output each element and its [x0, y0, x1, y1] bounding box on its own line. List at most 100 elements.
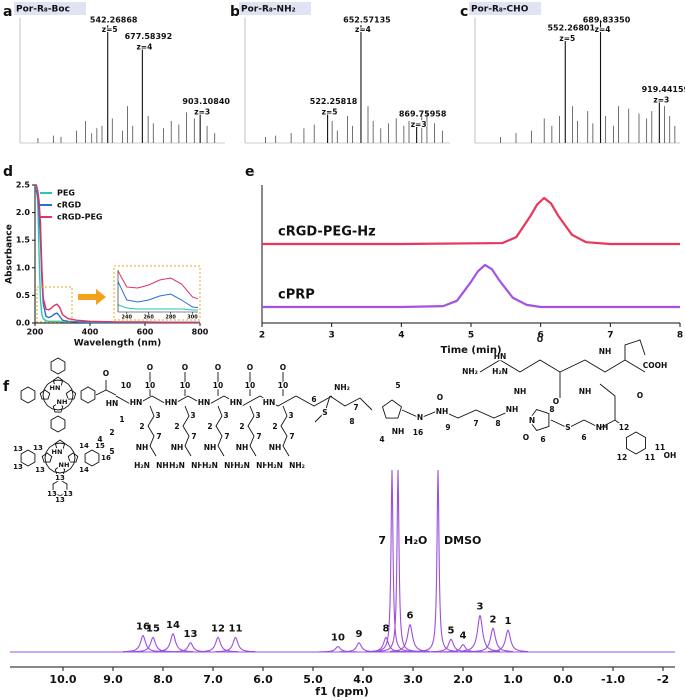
x-tick-label: 200: [27, 328, 44, 337]
panel-letter: f: [3, 379, 10, 395]
charge-label: z=5: [102, 25, 118, 34]
atom-label: H₂N: [492, 367, 508, 376]
charge-label: z=3: [653, 95, 669, 104]
bond: [50, 415, 66, 433]
atom-label: 16: [101, 454, 111, 462]
bond: [67, 452, 79, 463]
atom-label: 16: [413, 428, 423, 437]
x-tick-label: 1.0: [503, 673, 523, 686]
peak-label: 10: [331, 633, 345, 644]
x-tick-label: -1.0: [601, 673, 625, 686]
peak-label: 5: [448, 625, 455, 636]
atom-label: 6: [581, 433, 586, 442]
atom-label: NH: [436, 407, 449, 416]
legend-label: cRGD: [57, 201, 81, 210]
charge-label: z=5: [322, 108, 338, 117]
atom-label: 13: [13, 463, 23, 471]
peak-label: 3: [477, 602, 484, 613]
atom-label: NH: [579, 387, 592, 396]
atom-label: O: [147, 363, 153, 372]
atom-label: 10: [278, 381, 288, 390]
atom-label: 8: [549, 405, 554, 414]
peak-label: 652.57135: [343, 16, 391, 25]
y-tick-label: 1.0: [16, 263, 31, 272]
atom-label: NH: [204, 443, 217, 452]
bond: [20, 386, 36, 404]
nmr-peak: [198, 636, 238, 653]
chromatogram-trace: [262, 196, 680, 246]
charge-label: z=4: [595, 25, 611, 34]
nmr-peak: [378, 469, 418, 652]
atom-label: NH₂: [289, 461, 305, 470]
x-tick-label: 4.0: [353, 673, 373, 686]
panel-letter: d: [3, 164, 13, 180]
inset-x-tick-label: 280: [165, 315, 176, 321]
atom-label: 7: [224, 432, 229, 441]
x-tick-label: 0.0: [553, 673, 573, 686]
atom-label: 7: [256, 432, 261, 441]
atom-label: 3: [223, 411, 228, 420]
peak-label: 522.25818: [310, 97, 358, 106]
nmr-peak: [133, 636, 173, 653]
x-tick-label: 8.0: [153, 673, 173, 686]
title-highlight: [14, 2, 86, 15]
peak-label: 6: [407, 611, 414, 622]
atom-label: 7: [353, 403, 358, 412]
plot-area: [35, 184, 200, 324]
peak-label: 2: [490, 614, 497, 625]
atom-label: 6: [540, 435, 545, 444]
bond: [95, 389, 117, 396]
atom-label: 9: [445, 423, 450, 432]
atom-label: 13: [13, 445, 23, 453]
title-highlight: [239, 2, 311, 15]
inset-plot: [118, 270, 198, 311]
atom-label: O: [103, 369, 109, 378]
atom-label: 10: [213, 381, 223, 390]
y-tick-label: 0.5: [16, 291, 31, 300]
bond: [20, 449, 36, 467]
atom-label: N: [529, 416, 535, 425]
bond: [80, 386, 96, 404]
peak-label: 7: [378, 534, 386, 547]
nmr-peak: [460, 614, 500, 652]
bond: [147, 405, 157, 457]
atom-label: 7: [473, 419, 478, 428]
peak-label: 13: [184, 629, 198, 640]
x-tick-label: 3.0: [403, 673, 423, 686]
atom-label: NH₂: [334, 383, 350, 392]
atom-label: 2: [139, 422, 144, 431]
bond: [314, 395, 331, 423]
charge-label: z=4: [355, 25, 371, 34]
x-tick-label: 8: [677, 331, 683, 341]
peak-label: 8: [383, 623, 390, 634]
x-tick-label: 800: [192, 328, 209, 337]
peak-label: H₂O: [404, 534, 427, 547]
atom-label: N: [417, 413, 423, 422]
inset-x-tick-label: 300: [187, 315, 198, 321]
atom-label: 7: [191, 432, 196, 441]
atom-label: NH₂: [191, 461, 207, 470]
atom-label: O: [247, 363, 253, 372]
charge-label: z=4: [136, 43, 152, 52]
bond: [599, 383, 616, 420]
peak-label: 9: [356, 629, 363, 640]
bond: [52, 479, 68, 497]
bond: [401, 409, 513, 419]
bond: [247, 405, 257, 457]
atom-label: O: [537, 335, 543, 344]
bond: [479, 359, 561, 398]
atom-label: HN: [165, 398, 178, 407]
atom-label: S: [565, 423, 570, 432]
atom-label: NH: [171, 443, 184, 452]
atom-label: 3: [155, 411, 160, 420]
nmr-peak: [318, 645, 358, 653]
peak-label: 677.58392: [125, 32, 173, 41]
bond: [115, 395, 333, 407]
atom-label: 3: [255, 411, 260, 420]
nmr-peak: [418, 469, 458, 652]
atom-label: 7: [156, 432, 161, 441]
x-tick-label: 5: [468, 331, 474, 341]
legend-label: PEG: [57, 189, 75, 198]
spectrum-title: Por-R₈-Boc: [16, 5, 70, 15]
